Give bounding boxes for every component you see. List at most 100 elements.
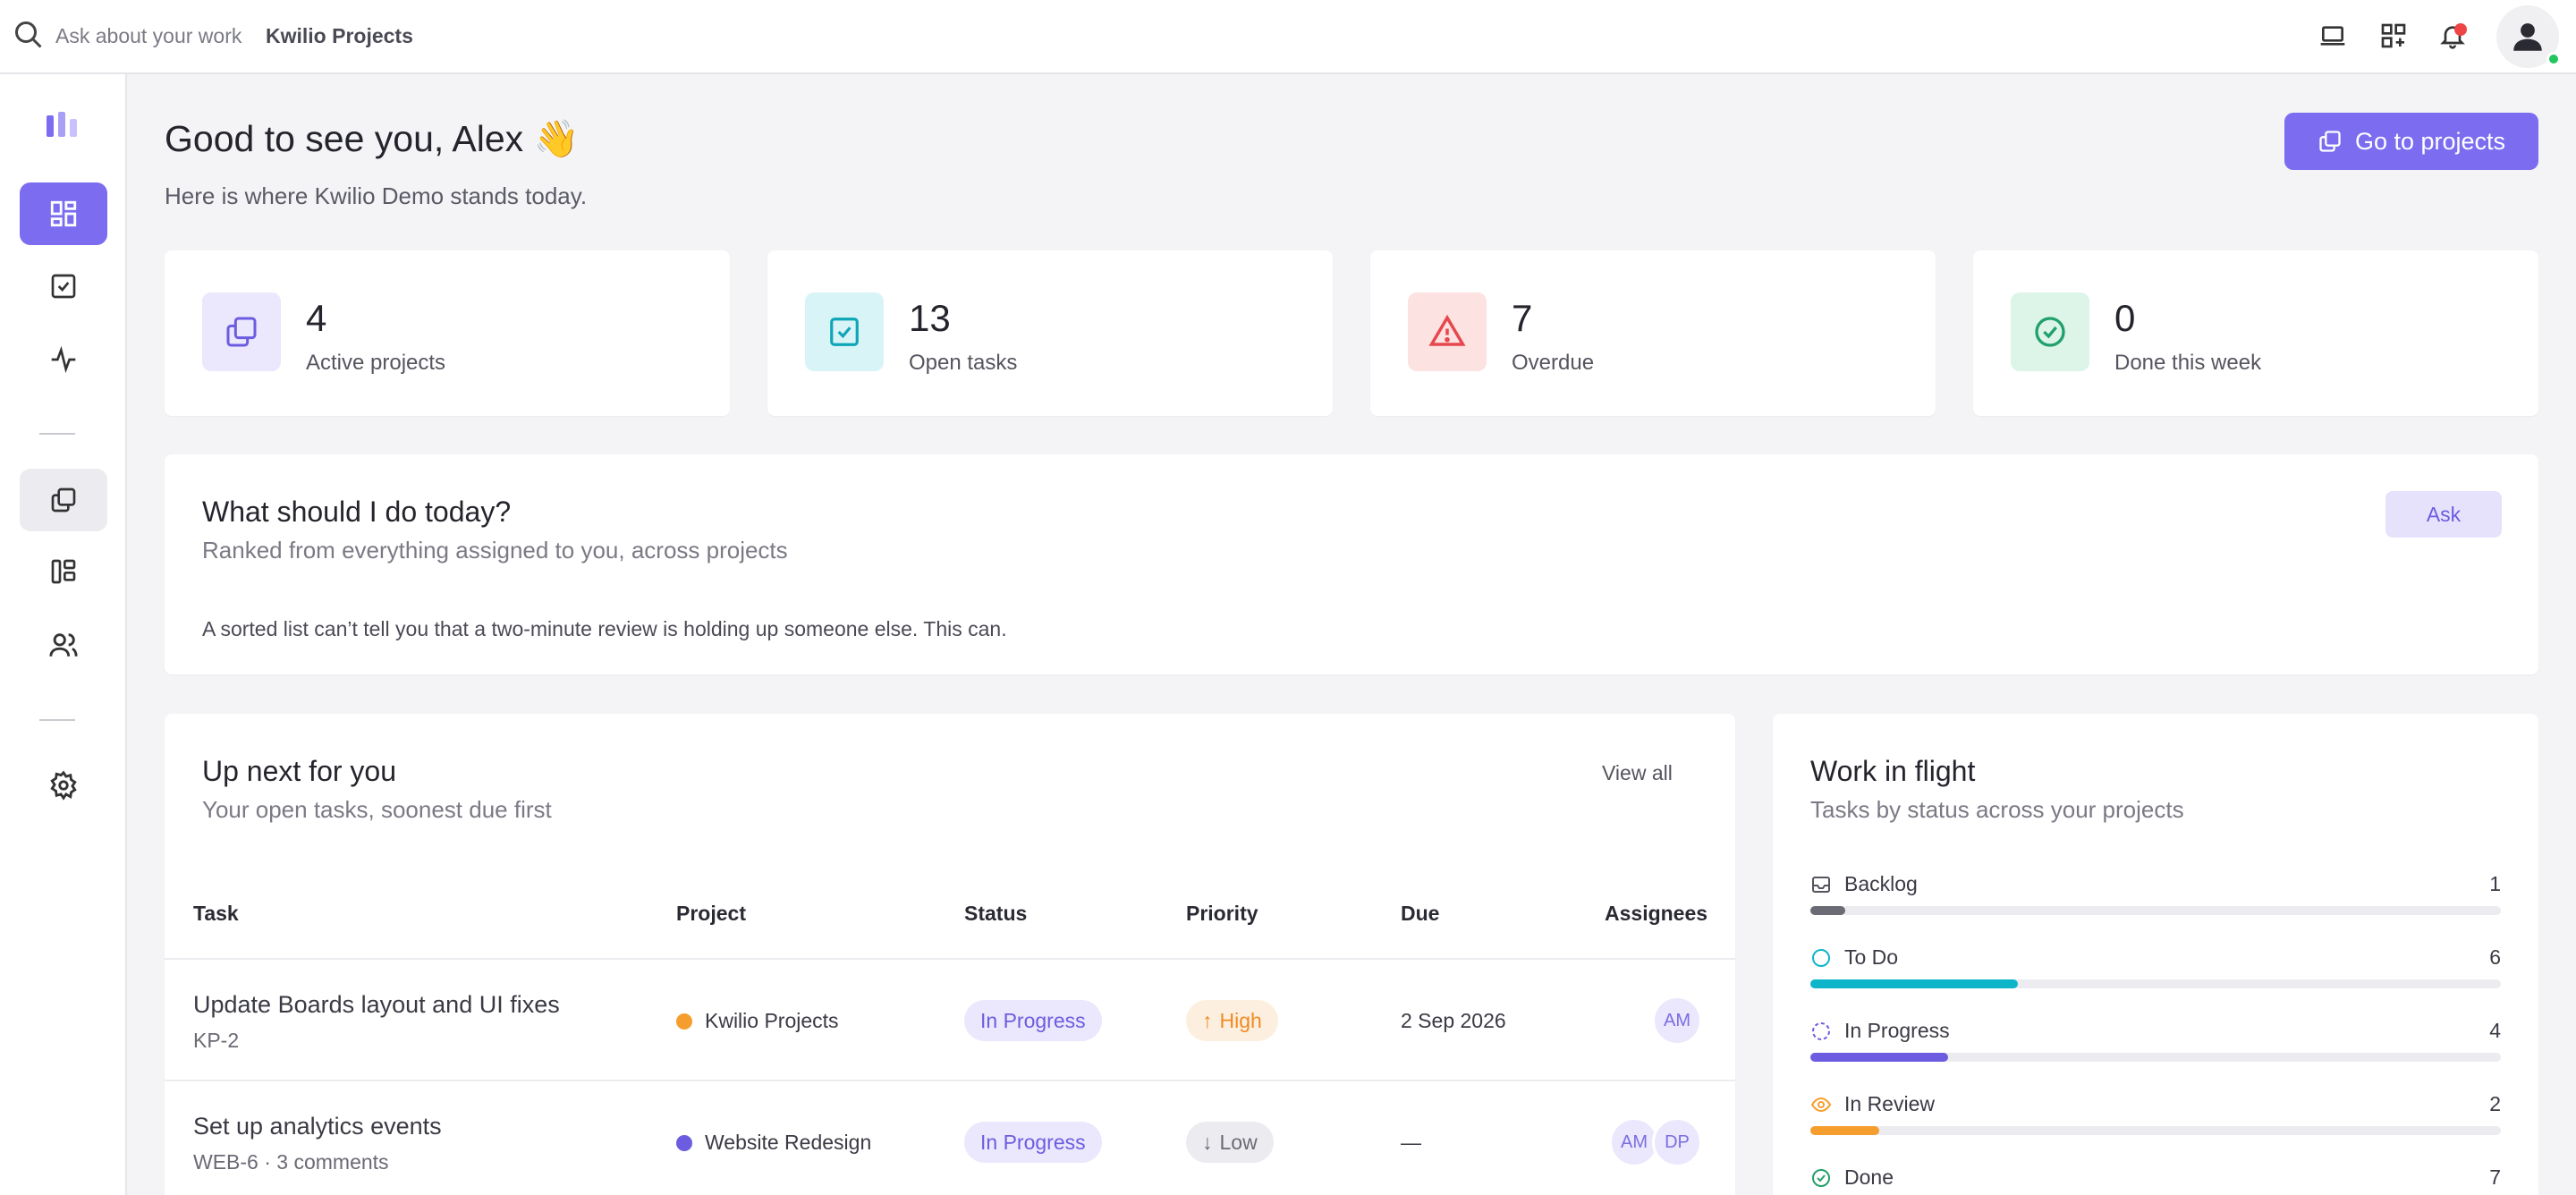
today-note: A sorted list can’t tell you that a two-… bbox=[202, 617, 1007, 640]
status-fill bbox=[1810, 1126, 1880, 1135]
notification-dot bbox=[2454, 23, 2467, 36]
work-in-flight-card: Work in flight Tasks by status across yo… bbox=[1773, 714, 2538, 1195]
project-cell[interactable]: Website Redesign bbox=[676, 1131, 871, 1155]
check-circle-icon bbox=[1812, 1168, 1830, 1187]
sidebar-item-my-tasks[interactable] bbox=[20, 255, 107, 318]
priority-badge[interactable]: ↓ Low bbox=[1186, 1122, 1274, 1163]
arrow-down-icon: ↓ bbox=[1202, 1130, 1213, 1154]
task-meta: KP-2 bbox=[193, 1029, 240, 1052]
top-bar: Ask about your work Kwilio Projects bbox=[0, 0, 2576, 74]
eye-icon bbox=[1810, 1097, 1832, 1112]
status-badge[interactable]: In Progress bbox=[964, 1000, 1102, 1041]
status-count: 7 bbox=[2489, 1165, 2501, 1189]
gear-icon bbox=[50, 770, 77, 801]
column-header-project[interactable]: Project bbox=[676, 902, 746, 925]
stack-icon bbox=[2319, 131, 2341, 152]
sidebar-divider bbox=[39, 433, 75, 435]
stat-label: Active projects bbox=[306, 351, 446, 375]
column-header-assignees[interactable]: Assignees bbox=[1605, 902, 1708, 925]
sidebar-item-activity[interactable] bbox=[20, 328, 107, 391]
sidebar-item-dashboard[interactable] bbox=[20, 182, 107, 245]
check-square-icon bbox=[805, 292, 884, 371]
online-status-dot bbox=[2546, 52, 2561, 66]
dashed-circle-icon bbox=[1812, 1021, 1830, 1040]
table-divider bbox=[165, 1080, 1735, 1081]
check-square-icon bbox=[51, 274, 76, 299]
task-title[interactable]: Set up analytics events bbox=[193, 1113, 442, 1140]
user-avatar[interactable] bbox=[2496, 5, 2561, 68]
app-logo[interactable] bbox=[47, 112, 79, 143]
stat-value: 13 bbox=[909, 297, 951, 339]
status-fill bbox=[1810, 979, 2018, 988]
user-avatar-icon bbox=[2513, 23, 2542, 51]
status-label: In Progress bbox=[1844, 1019, 1950, 1042]
status-track bbox=[1810, 1053, 2501, 1062]
page-subtitle: Here is where Kwilio Demo stands today. bbox=[165, 182, 588, 209]
up-next-subtitle: Your open tasks, soonest due first bbox=[202, 796, 552, 823]
status-track bbox=[1810, 979, 2501, 988]
column-header-due[interactable]: Due bbox=[1401, 902, 1440, 925]
column-header-task[interactable]: Task bbox=[193, 902, 239, 925]
priority-label: High bbox=[1219, 1008, 1262, 1032]
status-track bbox=[1810, 906, 2501, 915]
stack-icon bbox=[202, 292, 281, 371]
stat-label: Open tasks bbox=[909, 351, 1018, 375]
status-count: 6 bbox=[2489, 945, 2501, 969]
stat-value: 7 bbox=[1512, 297, 1533, 339]
priority-badge[interactable]: ↑ High bbox=[1186, 1000, 1278, 1041]
board-icon bbox=[51, 559, 76, 584]
stat-label: Overdue bbox=[1512, 351, 1595, 375]
status-label: Done bbox=[1844, 1165, 1894, 1189]
status-fill bbox=[1810, 906, 1845, 915]
sidebar-item-projects[interactable] bbox=[20, 469, 107, 531]
task-title[interactable]: Update Boards layout and UI fixes bbox=[193, 991, 560, 1018]
up-next-card: Up next for you Your open tasks, soonest… bbox=[165, 714, 1735, 1195]
work-in-flight-subtitle: Tasks by status across your projects bbox=[1810, 796, 2184, 823]
bell-icon[interactable] bbox=[2435, 18, 2470, 54]
search-input[interactable]: Ask about your work bbox=[55, 24, 242, 47]
add-widget-icon[interactable] bbox=[2376, 18, 2411, 54]
today-subtitle: Ranked from everything assigned to you, … bbox=[202, 537, 788, 564]
status-count: 1 bbox=[2489, 872, 2501, 895]
sidebar-item-people[interactable] bbox=[20, 614, 107, 676]
users-icon bbox=[49, 633, 78, 657]
due-date: — bbox=[1401, 1131, 1421, 1154]
avatar[interactable]: DP bbox=[1652, 1117, 1702, 1167]
avatar[interactable]: AM bbox=[1652, 996, 1702, 1046]
stat-card-active-projects[interactable]: 4 Active projects bbox=[165, 250, 730, 416]
check-circle-icon bbox=[2011, 292, 2089, 371]
status-count: 4 bbox=[2489, 1019, 2501, 1042]
project-color-dot bbox=[676, 1134, 692, 1151]
stat-card-done-this-week[interactable]: 0 Done this week bbox=[1973, 250, 2538, 416]
stat-value: 4 bbox=[306, 297, 327, 339]
search-scope[interactable]: Kwilio Projects bbox=[266, 24, 413, 47]
column-header-priority[interactable]: Priority bbox=[1186, 902, 1258, 925]
sidebar-divider bbox=[39, 719, 75, 721]
stat-card-overdue[interactable]: 7 Overdue bbox=[1370, 250, 1936, 416]
status-label: In Review bbox=[1844, 1092, 1935, 1115]
status-fill bbox=[1810, 1053, 1949, 1062]
search-icon[interactable] bbox=[13, 19, 45, 51]
sidebar-item-settings[interactable] bbox=[20, 754, 107, 817]
task-meta: WEB-6 · 3 comments bbox=[193, 1150, 389, 1174]
sidebar-item-boards[interactable] bbox=[20, 540, 107, 603]
status-track bbox=[1810, 1126, 2501, 1135]
page-title: Good to see you, Alex 👋 bbox=[165, 118, 580, 159]
stat-card-open-tasks[interactable]: 13 Open tasks bbox=[767, 250, 1333, 416]
view-all-link[interactable]: View all bbox=[1602, 761, 1673, 784]
inbox-icon bbox=[1812, 876, 1830, 893]
project-cell[interactable]: Kwilio Projects bbox=[676, 1009, 839, 1033]
status-label: To Do bbox=[1844, 945, 1899, 969]
project-name: Website Redesign bbox=[705, 1131, 872, 1154]
stat-value: 0 bbox=[2114, 297, 2136, 339]
status-badge[interactable]: In Progress bbox=[964, 1122, 1102, 1163]
go-to-projects-label: Go to projects bbox=[2354, 127, 2506, 155]
laptop-icon[interactable] bbox=[2315, 18, 2351, 54]
column-header-status[interactable]: Status bbox=[964, 902, 1028, 925]
priority-label: Low bbox=[1219, 1130, 1258, 1154]
ask-button[interactable]: Ask bbox=[2385, 491, 2502, 538]
up-next-title: Up next for you bbox=[202, 755, 396, 787]
table-divider bbox=[165, 958, 1735, 960]
go-to-projects-button[interactable]: Go to projects bbox=[2284, 113, 2538, 170]
pulse-icon bbox=[51, 345, 76, 374]
